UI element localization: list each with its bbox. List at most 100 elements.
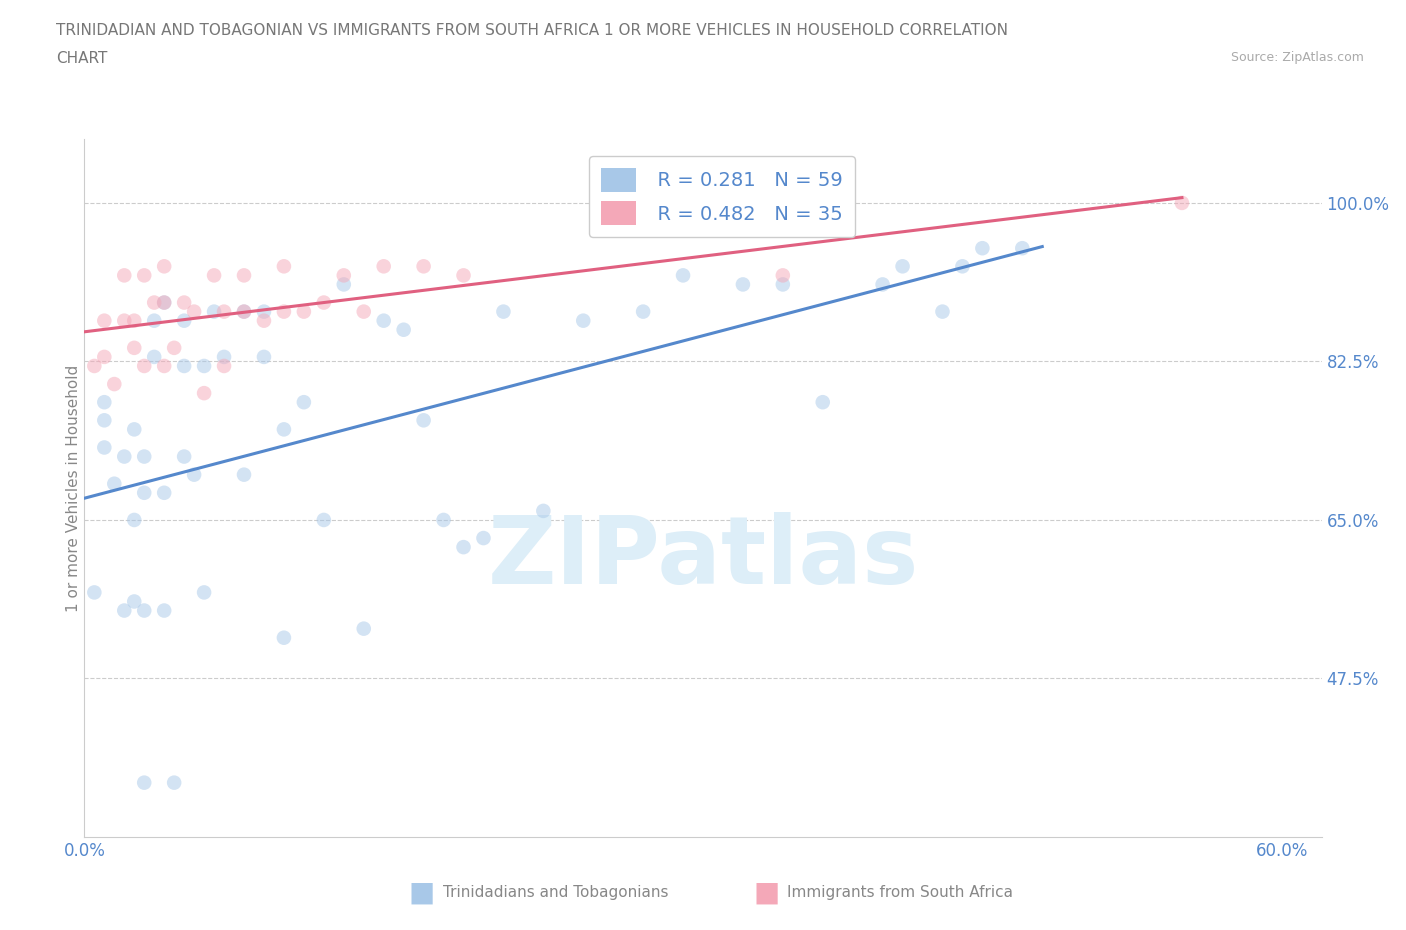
Point <box>731 277 754 292</box>
Y-axis label: 1 or more Vehicles in Household: 1 or more Vehicles in Household <box>66 365 80 612</box>
Point <box>891 259 914 273</box>
Point <box>93 350 115 365</box>
Point <box>492 304 515 319</box>
Point <box>811 394 834 409</box>
Point <box>253 350 276 365</box>
Point <box>112 603 135 618</box>
Text: Immigrants from South Africa: Immigrants from South Africa <box>787 885 1014 900</box>
Point <box>931 304 953 319</box>
Text: TRINIDADIAN AND TOBAGONIAN VS IMMIGRANTS FROM SOUTH AFRICA 1 OR MORE VEHICLES IN: TRINIDADIAN AND TOBAGONIAN VS IMMIGRANTS… <box>56 23 1008 38</box>
Point <box>143 350 166 365</box>
Point <box>233 467 256 482</box>
Point <box>193 386 215 401</box>
Point <box>672 268 695 283</box>
Legend:   R = 0.281   N = 59,   R = 0.482   N = 35: R = 0.281 N = 59, R = 0.482 N = 35 <box>589 156 855 237</box>
Point <box>273 304 295 319</box>
Point <box>173 295 195 310</box>
Point <box>952 259 974 273</box>
Point <box>572 313 595 328</box>
Point <box>93 313 115 328</box>
Point <box>472 531 495 546</box>
Point <box>631 304 654 319</box>
Point <box>183 304 205 319</box>
Point <box>173 313 195 328</box>
Point <box>112 268 135 283</box>
Point <box>392 323 415 338</box>
Text: Source: ZipAtlas.com: Source: ZipAtlas.com <box>1230 51 1364 64</box>
Point <box>173 359 195 374</box>
Point <box>453 268 475 283</box>
Point <box>412 413 434 428</box>
Point <box>83 585 105 600</box>
Point <box>772 268 794 283</box>
Point <box>831 222 853 237</box>
Point <box>1011 241 1033 256</box>
Point <box>122 512 145 527</box>
Point <box>93 440 115 455</box>
Point <box>112 313 135 328</box>
Point <box>153 295 176 310</box>
Point <box>972 241 994 256</box>
Point <box>333 277 356 292</box>
Point <box>253 313 276 328</box>
Text: CHART: CHART <box>56 51 108 66</box>
Text: ■: ■ <box>754 879 779 907</box>
Point <box>412 259 434 273</box>
Point <box>153 295 176 310</box>
Point <box>453 539 475 554</box>
Point <box>312 295 335 310</box>
Point <box>202 268 225 283</box>
Point <box>353 621 375 636</box>
Point <box>292 394 315 409</box>
Point <box>134 449 156 464</box>
Text: ■: ■ <box>409 879 434 907</box>
Point <box>212 350 235 365</box>
Point <box>173 449 195 464</box>
Point <box>103 377 125 392</box>
Text: ZIPatlas: ZIPatlas <box>488 512 918 604</box>
Point <box>143 313 166 328</box>
Point <box>103 476 125 491</box>
Point <box>183 467 205 482</box>
Point <box>212 304 235 319</box>
Point <box>193 359 215 374</box>
Point <box>373 259 395 273</box>
Point <box>122 340 145 355</box>
Point <box>233 304 256 319</box>
Point <box>202 304 225 319</box>
Point <box>872 277 894 292</box>
Text: Trinidadians and Tobagonians: Trinidadians and Tobagonians <box>443 885 668 900</box>
Point <box>432 512 454 527</box>
Point <box>373 313 395 328</box>
Point <box>134 485 156 500</box>
Point <box>292 304 315 319</box>
Point <box>134 603 156 618</box>
Point <box>134 268 156 283</box>
Point <box>134 359 156 374</box>
Point <box>233 304 256 319</box>
Point <box>212 359 235 374</box>
Point <box>233 268 256 283</box>
Point <box>1171 195 1194 210</box>
Point <box>134 776 156 790</box>
Point <box>93 394 115 409</box>
Point <box>153 485 176 500</box>
Point <box>353 304 375 319</box>
Point <box>153 359 176 374</box>
Point <box>193 585 215 600</box>
Point <box>163 776 186 790</box>
Point <box>122 313 145 328</box>
Point <box>273 631 295 645</box>
Point <box>153 259 176 273</box>
Point <box>143 295 166 310</box>
Point <box>153 603 176 618</box>
Point <box>312 512 335 527</box>
Point <box>333 268 356 283</box>
Point <box>83 359 105 374</box>
Point <box>273 422 295 437</box>
Point <box>163 340 186 355</box>
Point <box>531 503 554 518</box>
Point <box>273 259 295 273</box>
Point <box>122 422 145 437</box>
Point <box>122 594 145 609</box>
